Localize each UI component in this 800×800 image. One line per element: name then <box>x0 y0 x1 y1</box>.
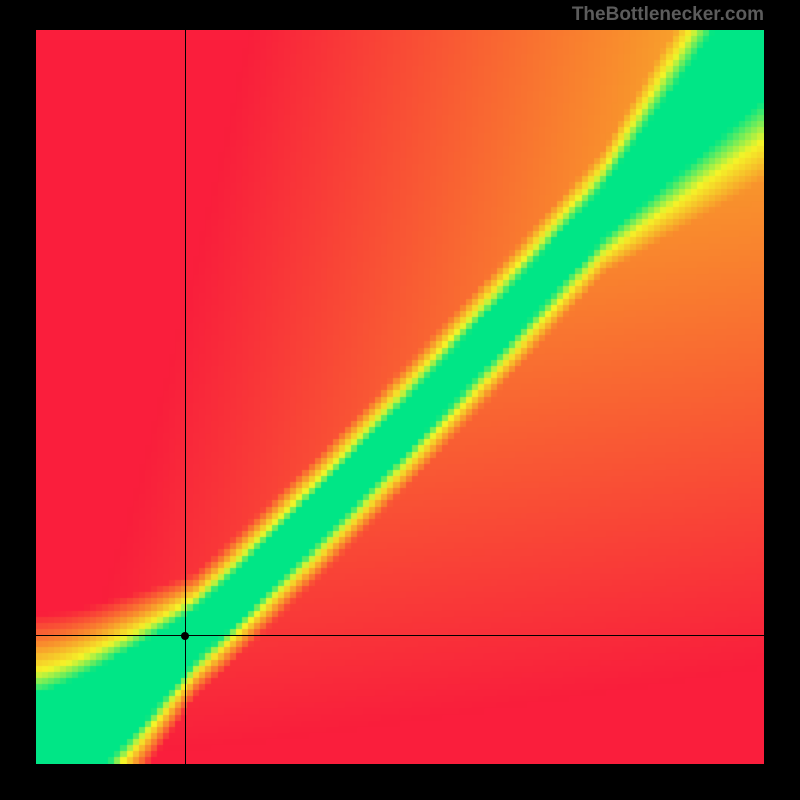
watermark-text: TheBottlenecker.com <box>572 4 764 26</box>
marker-point <box>181 632 189 640</box>
crosshair-vertical <box>185 30 186 764</box>
heatmap-canvas <box>36 30 764 764</box>
chart-container: TheBottlenecker.com <box>0 0 800 800</box>
crosshair-horizontal <box>36 635 764 636</box>
